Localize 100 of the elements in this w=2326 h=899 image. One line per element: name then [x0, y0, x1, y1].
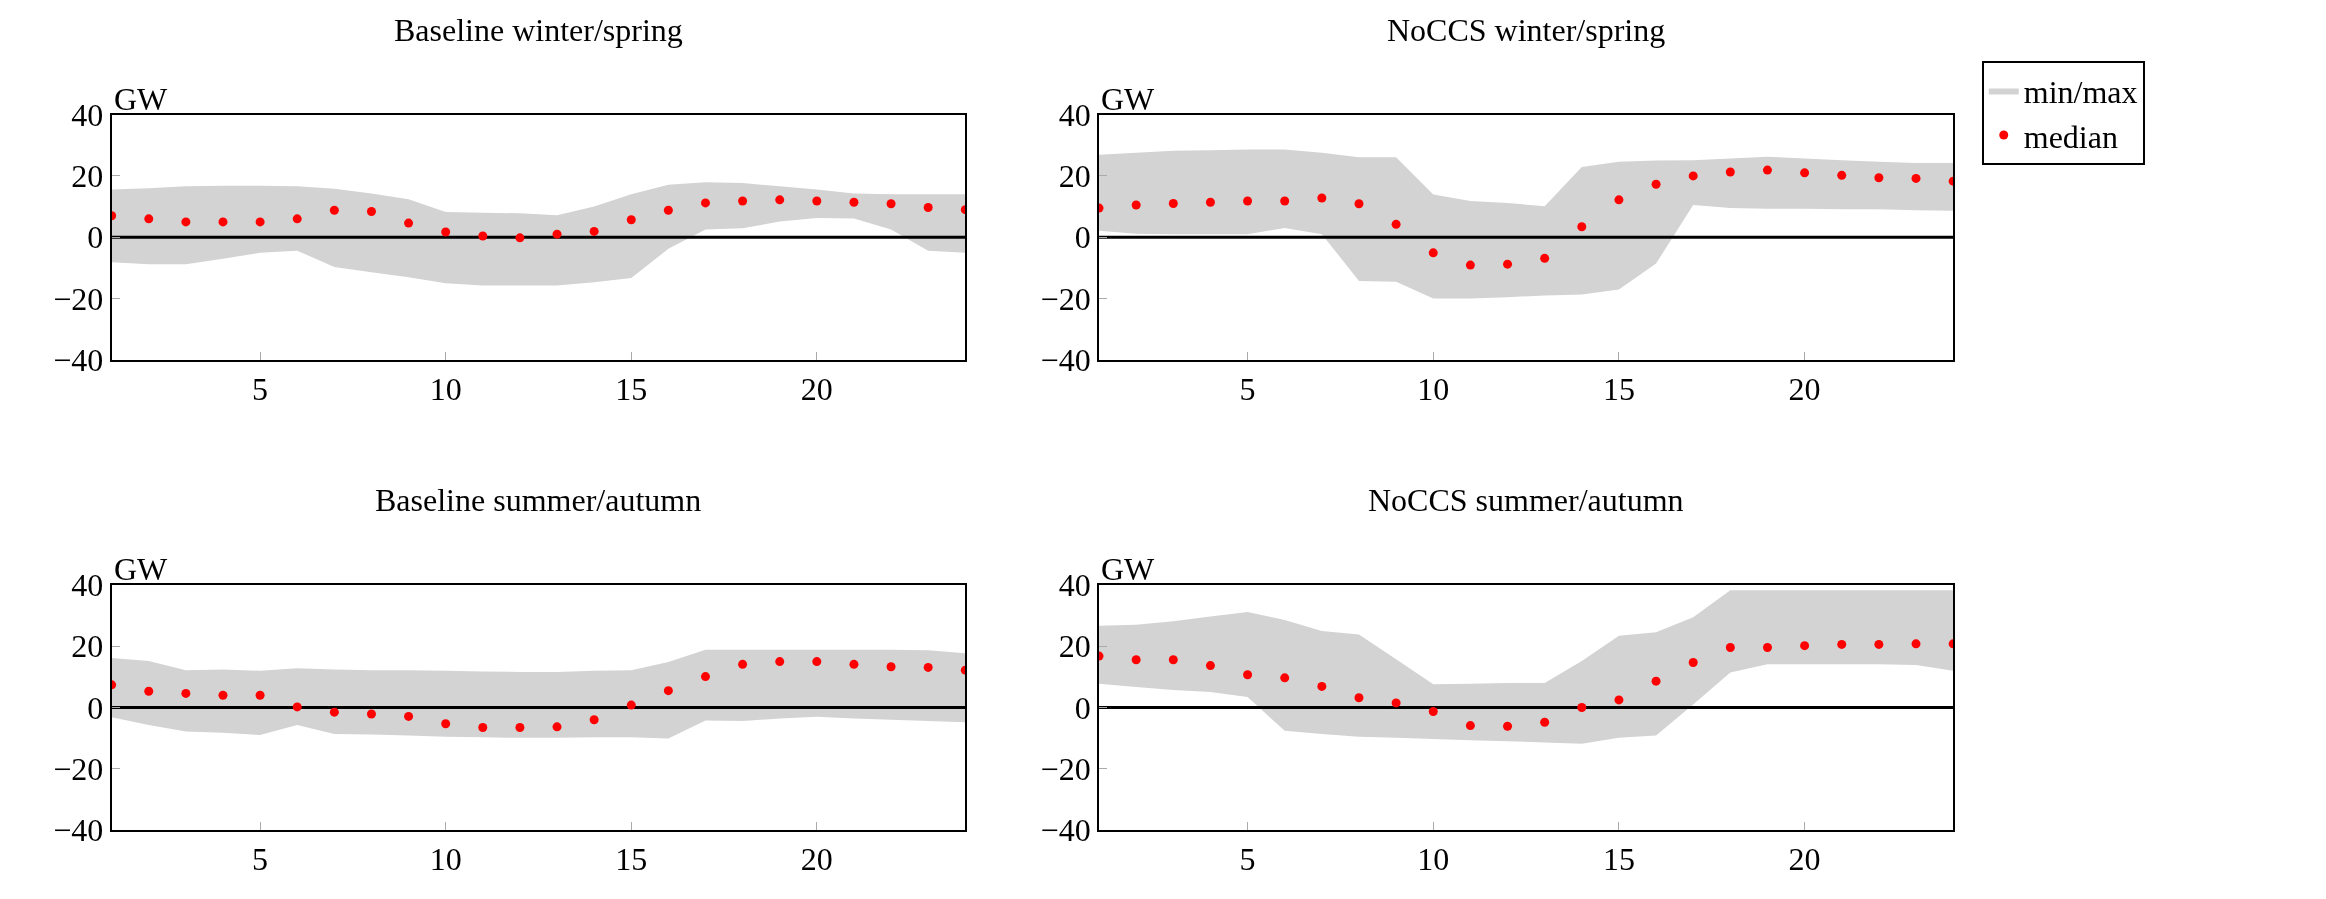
- point: [1168, 199, 1178, 208]
- point: [1354, 199, 1364, 209]
- point: [329, 205, 339, 215]
- point: [255, 690, 265, 700]
- point: [1874, 639, 1884, 649]
- point: [1800, 641, 1810, 651]
- point: [1577, 703, 1587, 713]
- point: [775, 195, 785, 205]
- point: [1168, 655, 1178, 665]
- point: [1540, 253, 1550, 263]
- point: [144, 686, 154, 696]
- point: [886, 662, 896, 672]
- x-tick-label: 15: [1602, 371, 1635, 408]
- y-tick-label: −20: [1040, 751, 1091, 788]
- y-tick-label: 20: [71, 628, 104, 665]
- point: [1614, 195, 1624, 205]
- point: [1428, 707, 1438, 717]
- point: [1725, 642, 1735, 652]
- x-tick-label: 20: [1788, 841, 1821, 878]
- point: [218, 690, 228, 700]
- point: [775, 657, 785, 667]
- point: [515, 233, 525, 243]
- point: [1465, 260, 1475, 270]
- point: [1243, 670, 1253, 680]
- point: [441, 227, 451, 237]
- x-tick-label: 5: [252, 371, 269, 408]
- chart-title: Baseline summer/autumn: [375, 482, 702, 518]
- y-axis-title: GW: [114, 81, 169, 117]
- point: [1688, 658, 1698, 667]
- point: [626, 215, 636, 225]
- y-tick-label: −20: [53, 751, 104, 788]
- point: [1800, 168, 1810, 178]
- point: [1280, 673, 1290, 683]
- point: [1911, 173, 1921, 183]
- legend-label: min/max: [2023, 73, 2138, 110]
- point: [1243, 196, 1253, 206]
- y-tick-label: −40: [1040, 341, 1091, 378]
- point: [849, 659, 859, 669]
- point: [1837, 170, 1847, 180]
- point: [923, 662, 933, 672]
- y-tick-label: 40: [71, 96, 104, 133]
- y-tick-label: 40: [1058, 96, 1091, 133]
- point: [1205, 661, 1215, 671]
- point: [700, 672, 710, 682]
- point: [700, 198, 710, 208]
- x-tick-label: 10: [429, 371, 462, 408]
- point: [1503, 259, 1513, 269]
- point: [1911, 639, 1921, 649]
- y-tick-label: −20: [53, 280, 104, 317]
- point: [1614, 695, 1624, 705]
- point: [366, 206, 376, 216]
- point: [1540, 717, 1550, 727]
- y-tick-label: −40: [53, 812, 104, 849]
- point: [1762, 642, 1772, 652]
- point: [1131, 655, 1141, 665]
- point: [181, 217, 191, 227]
- point: [181, 688, 191, 698]
- point: [366, 709, 376, 719]
- point: [812, 196, 822, 206]
- chart-title: NoCCS winter/spring: [1387, 12, 1666, 48]
- point: [478, 231, 488, 241]
- point: [1688, 171, 1698, 181]
- chart-title: NoCCS summer/autumn: [1368, 482, 1684, 518]
- y-tick-label: −40: [1040, 812, 1091, 849]
- x-tick-label: 20: [800, 371, 833, 408]
- x-tick-label: 5: [1239, 371, 1256, 408]
- x-tick-label: 10: [429, 841, 462, 878]
- point: [1131, 200, 1141, 210]
- point: [478, 722, 488, 732]
- point: [1577, 222, 1587, 232]
- x-tick-label: 15: [615, 371, 648, 408]
- y-axis-title: GW: [1101, 551, 1156, 587]
- x-tick-label: 15: [1602, 841, 1635, 878]
- point: [292, 702, 302, 712]
- point: [552, 229, 562, 239]
- point: [1651, 179, 1661, 189]
- point: [1874, 173, 1884, 183]
- y-tick-label: −20: [1040, 280, 1091, 317]
- point: [626, 700, 636, 710]
- y-tick-label: 20: [71, 158, 104, 195]
- point: [923, 202, 933, 212]
- y-tick-label: 0: [1074, 689, 1091, 726]
- y-tick-label: 40: [1058, 567, 1091, 604]
- point: [1280, 196, 1290, 206]
- y-tick-label: 0: [1074, 219, 1091, 256]
- point: [404, 218, 414, 228]
- point: [1205, 197, 1215, 207]
- point: [1317, 193, 1327, 203]
- point: [589, 226, 599, 236]
- y-axis-title: GW: [114, 551, 169, 587]
- point: [1651, 676, 1661, 686]
- point: [886, 199, 896, 209]
- x-tick-label: 20: [1788, 371, 1821, 408]
- x-tick-label: 10: [1417, 841, 1450, 878]
- point: [255, 217, 265, 227]
- legend-label: median: [2023, 118, 2118, 155]
- point: [589, 715, 599, 725]
- y-tick-label: −40: [53, 341, 104, 378]
- point: [218, 217, 228, 227]
- point: [1391, 698, 1401, 708]
